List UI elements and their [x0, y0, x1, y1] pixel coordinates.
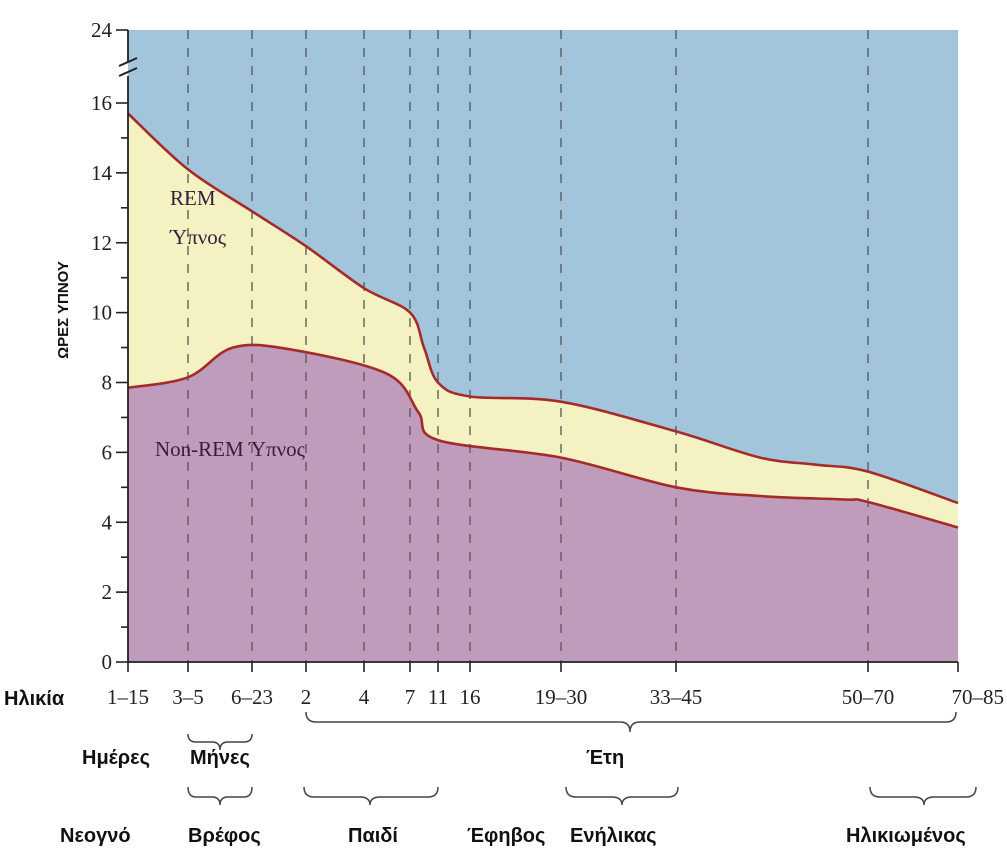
age-braces: [187, 711, 977, 806]
brace-months: [187, 733, 253, 751]
x-tick-label-4: 4: [359, 685, 370, 709]
stage-label-teen: Έφηβος: [467, 825, 545, 847]
x-tick-label-10: 50–70: [842, 685, 895, 709]
y-tick-label-0: 0: [102, 650, 113, 674]
axes: [116, 29, 959, 672]
unit-label-months: Μήνες: [190, 747, 250, 769]
brace-adult: [565, 786, 679, 806]
rem-label-line2: Ύπνος: [169, 225, 227, 249]
x-tick-label-7: 16: [460, 685, 481, 709]
nonrem-sleep-area: [128, 344, 958, 662]
stage-label-child: Παιδί: [348, 825, 398, 847]
y-tick-label-16: 16: [91, 91, 112, 115]
nonrem-label: Non-REM Ύπνος: [155, 437, 306, 461]
x-tick-label-0: 1–15: [107, 685, 149, 709]
brace-elderly: [869, 786, 977, 806]
stage-group-labels: Νεογνό Βρέφος Παιδί Έφηβος Ενήλικας Ηλικ…: [60, 825, 966, 847]
unit-label-years: Έτη: [586, 747, 624, 769]
unit-group-labels: Ημέρες Μήνες Έτη: [82, 747, 624, 769]
y-tick-label-24: 24: [91, 18, 113, 42]
y-tick-label-6: 6: [102, 440, 113, 464]
stage-label-newborn: Νεογνό: [60, 825, 131, 847]
y-axis-break-mark-2: [118, 67, 138, 77]
x-tick-label-9: 33–45: [650, 685, 703, 709]
brace-infant: [187, 786, 253, 806]
y-tick-label-14: 14: [91, 161, 113, 185]
rem-top-line: [127, 112, 959, 505]
stage-label-infant: Βρέφος: [188, 825, 261, 847]
y-axis-break-mark-1: [118, 57, 138, 67]
stage-label-adult: Ενήλικας: [570, 825, 657, 847]
x-tick-labels: 1–15 3–5 6–23 2 4 7 11 16 19–30 33–45 50–70 70–85: [107, 685, 1004, 709]
x-tick-label-8: 19–30: [535, 685, 588, 709]
nonrem-top-line: [127, 343, 959, 529]
y-tick-label-4: 4: [102, 510, 113, 534]
x-tick-label-11: 70–85: [952, 685, 1005, 709]
x-tick-label-1: 3–5: [172, 685, 204, 709]
y-axis-label: ΩΡΕΣ ΥΠΝΟΥ: [55, 261, 72, 359]
age-gridlines: [187, 30, 869, 662]
y-tick-label-2: 2: [102, 580, 113, 604]
rem-label-line1: REM: [170, 186, 216, 210]
brace-child: [303, 786, 439, 806]
stage-label-elderly: Ηλικιωμένος: [846, 825, 966, 847]
y-tick-label-10: 10: [91, 301, 112, 325]
unit-label-days: Ημέρες: [82, 747, 150, 769]
x-tick-label-3: 2: [301, 685, 312, 709]
x-tick-label-5: 7: [405, 685, 416, 709]
x-axis-prefix: Ηλικία: [4, 688, 65, 710]
x-tick-label-2: 6–23: [231, 685, 273, 709]
y-tick-label-12: 12: [91, 231, 112, 255]
y-tick-label-8: 8: [102, 371, 113, 395]
x-tick-label-6: 11: [428, 685, 448, 709]
brace-years: [305, 711, 957, 733]
